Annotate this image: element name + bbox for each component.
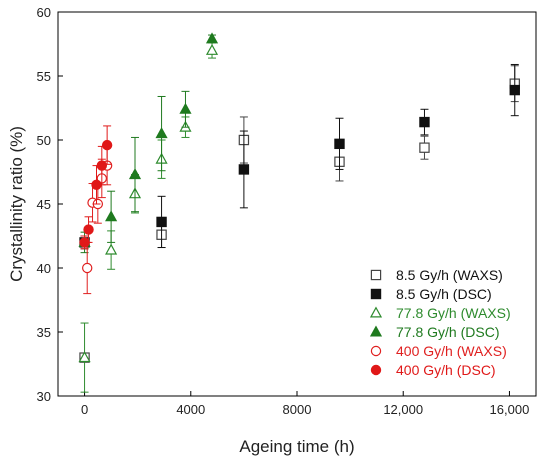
data-point: [155, 127, 168, 139]
legend-marker: [370, 269, 382, 281]
legend-marker: [369, 325, 383, 337]
data-point: [419, 142, 430, 153]
data-point: [334, 138, 345, 150]
data-point: [238, 164, 250, 175]
legend-label: 77.8 Gy/h (WAXS): [396, 305, 511, 321]
y-tick-label: 50: [37, 133, 51, 148]
legend-item: 8.5 Gy/h (DSC): [370, 286, 492, 302]
legend-item: 77.8 Gy/h (WAXS): [369, 305, 511, 321]
y-tick-label: 55: [37, 69, 51, 84]
x-axis-label: Ageing time (h): [239, 437, 354, 456]
y-tick-label: 45: [37, 197, 51, 212]
data-point: [96, 160, 108, 171]
data-marks: [78, 32, 520, 393]
axis-ticks: 0 4000 8000 12,000 16,000 30 35 40 45 50 55 60: [37, 5, 530, 417]
data-point: [128, 168, 142, 180]
x-tick-label: 8000: [283, 402, 312, 417]
series-3: [78, 32, 219, 254]
data-point: [205, 43, 219, 55]
data-point: [419, 116, 430, 128]
series-1: [79, 63, 520, 250]
legend-marker: [370, 364, 382, 376]
data-point: [82, 262, 93, 274]
y-tick-label: 40: [37, 261, 51, 276]
legend-label: 8.5 Gy/h (WAXS): [396, 267, 503, 283]
data-point: [101, 139, 113, 151]
legend-label: 77.8 Gy/h (DSC): [396, 324, 499, 340]
legend-label: 400 Gy/h (DSC): [396, 362, 496, 378]
data-point: [179, 102, 192, 114]
series-2: [78, 42, 219, 393]
x-tick-label: 16,000: [490, 402, 530, 417]
y-tick-label: 30: [37, 389, 51, 404]
legend: 8.5 Gy/h (WAXS) 8.5 Gy/h (DSC) 77.8 Gy/h (…: [369, 267, 511, 378]
legend-label: 400 Gy/h (WAXS): [396, 343, 507, 359]
x-tick-label: 12,000: [383, 402, 423, 417]
legend-marker: [370, 345, 382, 357]
y-tick-label: 35: [37, 325, 51, 340]
x-tick-label: 0: [81, 402, 88, 417]
legend-item: 400 Gy/h (DSC): [370, 362, 496, 378]
y-axis-label: Crystallinity ratio (%): [7, 126, 26, 282]
x-tick-label: 4000: [176, 402, 205, 417]
data-point: [509, 84, 520, 96]
legend-item: 400 Gy/h (WAXS): [370, 343, 507, 359]
data-point: [78, 351, 91, 363]
legend-item: 77.8 Gy/h (DSC): [369, 324, 499, 340]
data-point: [83, 224, 94, 235]
legend-marker: [369, 306, 383, 318]
data-point: [156, 216, 167, 228]
data-point: [105, 243, 118, 255]
data-point: [205, 32, 219, 44]
legend-item: 8.5 Gy/h (WAXS): [370, 267, 503, 283]
legend-marker: [370, 288, 382, 300]
y-tick-label: 60: [37, 5, 51, 20]
legend-label: 8.5 Gy/h (DSC): [396, 286, 492, 302]
series-5: [79, 125, 113, 250]
data-point: [105, 210, 118, 222]
